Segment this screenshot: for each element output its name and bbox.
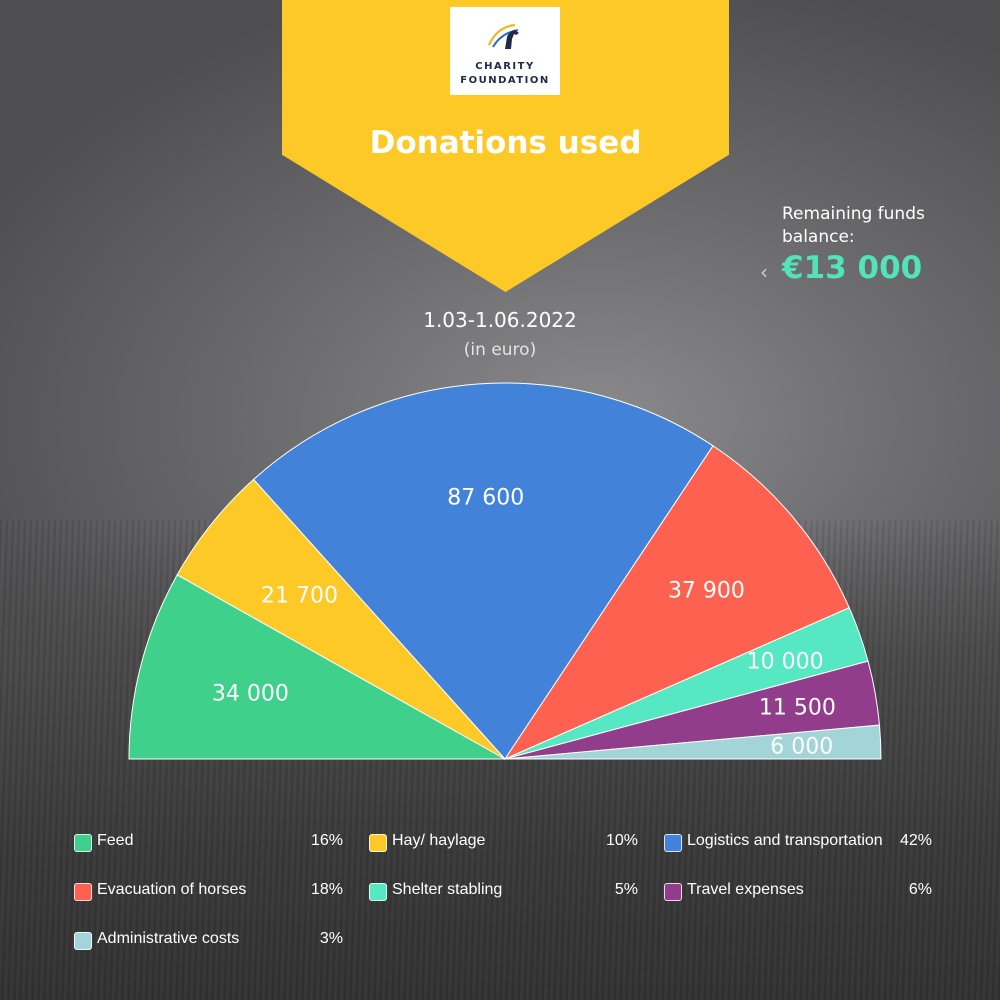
legend-item: Logistics and transportation 42%	[664, 832, 932, 854]
legend-swatch	[74, 883, 92, 901]
horse-logo-icon	[487, 23, 519, 49]
legend-swatch	[369, 883, 387, 901]
legend-percentage: 10%	[605, 832, 638, 849]
charity-logo: CHARITY FOUNDATION	[450, 7, 560, 95]
data-label: 21 700	[261, 583, 338, 608]
legend-label: Administrative costs	[97, 930, 240, 947]
data-label: 87 600	[447, 486, 524, 511]
pie-slice-logistics-and-transportation	[252, 382, 714, 760]
legend-label: Hay/ haylage	[392, 832, 486, 849]
legend-item: Hay/ haylage 10%	[369, 832, 638, 854]
legend-swatch	[74, 932, 92, 950]
data-label: 6 000	[770, 735, 833, 760]
data-label: 10 000	[747, 649, 824, 674]
legend-swatch	[74, 834, 92, 852]
legend-item: Evacuation of horses 18%	[74, 881, 343, 903]
legend-percentage: 3%	[319, 930, 343, 947]
legend-percentage: 16%	[310, 832, 343, 849]
legend-label: Logistics and transportation	[687, 832, 883, 849]
legend-item: Travel expenses 6%	[664, 881, 932, 903]
legend-swatch	[664, 834, 682, 852]
legend-label: Evacuation of horses	[97, 881, 247, 898]
pie-slice-feed	[128, 574, 507, 760]
page-title: Donations used	[369, 125, 642, 161]
legend-label: Feed	[97, 832, 134, 849]
remaining-funds-value: €13 000	[782, 250, 923, 286]
legend-swatch	[664, 883, 682, 901]
legend-swatch	[369, 834, 387, 852]
legend-item: Administrative costs 3%	[74, 930, 343, 952]
pie-slice-evacuation-of-horses	[503, 445, 850, 761]
legend-label: Travel expenses	[687, 881, 804, 898]
logo-text-foundation: FOUNDATION	[460, 75, 550, 86]
remaining-funds-label: Remaining funds balance:	[782, 204, 925, 247]
legend-percentage: 6%	[908, 881, 932, 898]
period-label: 1.03-1.06.2022	[423, 308, 577, 332]
logo-text-charity: CHARITY	[475, 61, 535, 72]
legend-percentage: 18%	[310, 881, 343, 898]
chevron-left-icon: ‹	[760, 260, 768, 284]
legend-percentage: 42%	[899, 832, 932, 849]
legend-percentage: 5%	[614, 881, 638, 898]
data-label: 11 500	[759, 696, 836, 721]
data-label: 34 000	[212, 681, 289, 706]
legend-item: Shelter stabling 5%	[369, 881, 638, 903]
unit-label: (in euro)	[463, 340, 537, 360]
legend-item: Feed 16%	[74, 832, 343, 854]
pie-slice-administrative-costs	[504, 724, 882, 760]
data-label: 37 900	[668, 579, 745, 604]
legend-label: Shelter stabling	[392, 881, 503, 898]
